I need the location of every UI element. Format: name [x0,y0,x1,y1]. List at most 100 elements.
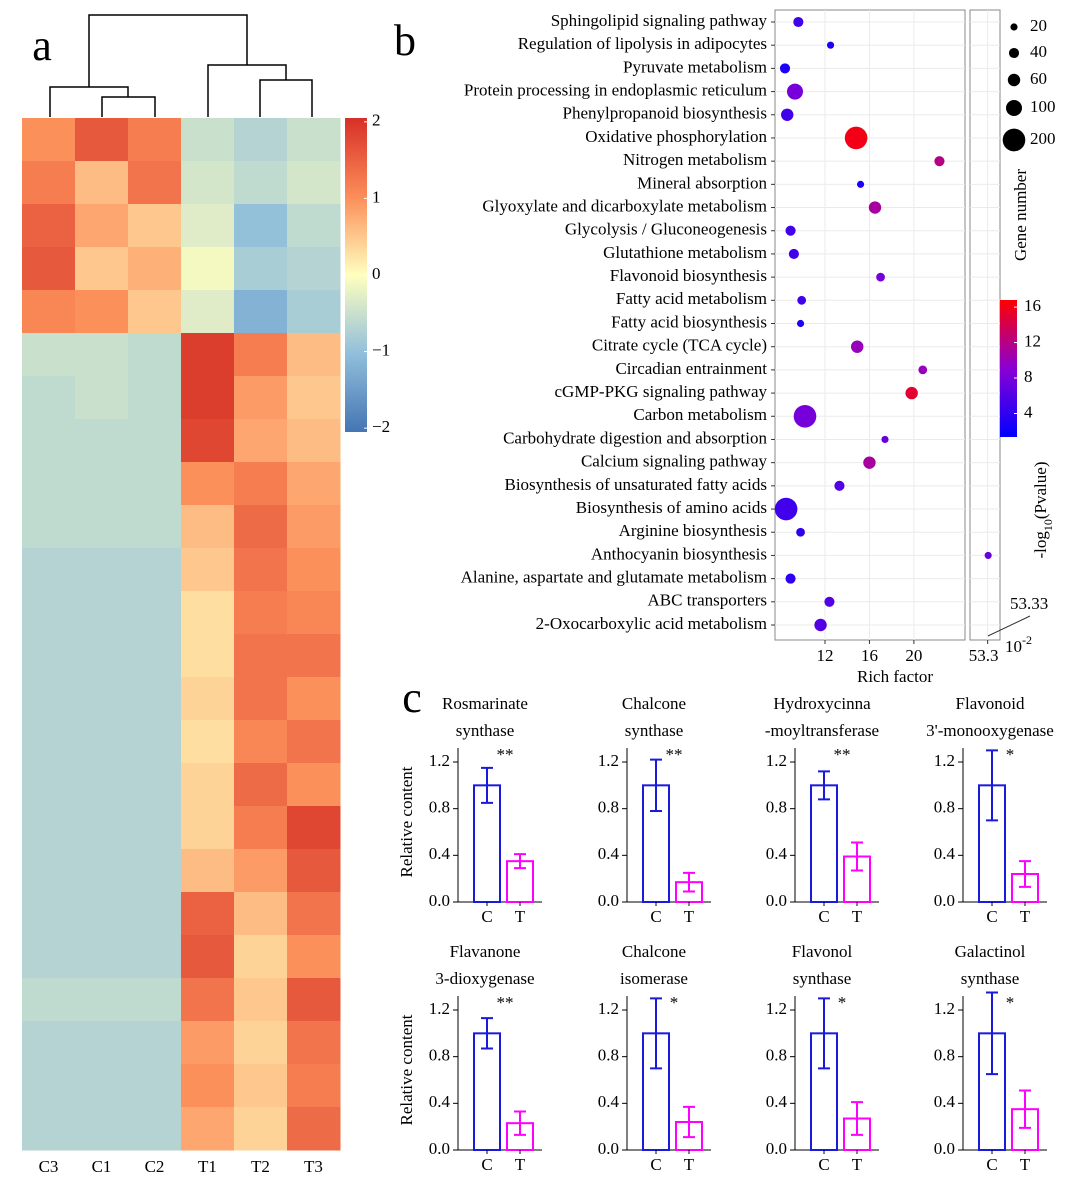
chart-title: Rosmarinate [442,694,528,713]
chart-title: -moyltransferase [765,721,879,740]
x-tick-label: T [515,1155,526,1174]
heatmap-cell [22,204,76,248]
heatmap-cell [75,720,129,764]
heatmap-cell [234,591,288,635]
bubble [787,83,803,100]
y-tick-label: Oxidative phosphorylation [585,127,767,146]
heatmap-cell [75,1107,129,1151]
size-legend-label: 40 [1030,42,1047,61]
y-tick-label: 0.4 [598,1092,620,1111]
heatmap-cell [128,849,182,893]
y-tick-label: 0.8 [766,798,787,817]
heatmap-cell [22,419,76,463]
heatmap-cell [22,505,76,549]
significance: ** [666,745,683,764]
heatmap-cell [234,935,288,979]
y-tick-label: 0.8 [934,1046,955,1065]
heatmap-cell [128,677,182,721]
colorbar-tick-label: 12 [1024,331,1041,350]
significance: ** [497,993,514,1012]
heatmap-cell [22,161,76,205]
heatmap-cell [181,677,235,721]
dendrogram-branch [259,79,313,117]
heatmap-cell [75,290,129,334]
heatmap-cell [181,892,235,936]
heatmap-cell [128,1021,182,1065]
x-tick-label: C [818,1155,829,1174]
heatmap-cell [75,634,129,678]
text-part: (Pvalue) [1031,462,1050,520]
heatmap-cell [22,892,76,936]
y-tick-label: Glycolysis / Gluconeogenesis [565,220,767,239]
error-bar [481,1017,493,1050]
bubble [851,340,864,353]
heatmap-cell [128,935,182,979]
significance: * [1006,745,1015,764]
size-legend-label: 100 [1030,97,1056,116]
heatmap-cell [234,290,288,334]
heatmap-cell [181,1107,235,1151]
chart-title: synthase [793,969,852,988]
heatmap-cell [128,462,182,506]
heatmap-cell [128,247,182,291]
heatmap-cell [234,118,288,162]
chart-title: Hydroxycinna [773,694,871,713]
dendrogram-branch [49,86,129,117]
bubble [793,404,817,428]
panel-label: c [402,673,422,722]
y-tick-label: Protein processing in endoplasmic reticu… [464,80,767,99]
heatmap-cell [128,978,182,1022]
chart-title: synthase [456,721,515,740]
heatmap-cell [287,720,341,764]
heatmap-cell [234,1107,288,1151]
x-tick-label: C [986,1155,997,1174]
y-tick-label: Sphingolipid signaling pathway [551,11,768,30]
y-tick-label: 0.4 [429,844,451,863]
size-legend-label: 20 [1030,16,1047,35]
bubble [797,295,807,305]
y-tick-label: cGMP-PKG signaling pathway [555,382,768,401]
heatmap-cell [234,1021,288,1065]
heatmap-cell [234,204,288,248]
y-tick-label: Anthocyanin biosynthesis [591,544,767,563]
y-tick-label: 1.2 [934,999,955,1018]
y-tick-label: 0.0 [598,1139,619,1158]
heatmap-cell [287,892,341,936]
error-bar [986,749,998,822]
significance: * [838,993,847,1012]
heatmap-cell [234,892,288,936]
chart-title: Flavonoid [956,694,1025,713]
heatmap-cell [22,935,76,979]
heatmap-cell [75,548,129,592]
heatmap-cell [181,978,235,1022]
colorbar-tick-label: −1 [372,340,390,359]
y-tick-label: 0.0 [766,891,787,910]
heatmap-cell [75,806,129,850]
heatmap-cell [22,634,76,678]
heatmap-cell [22,548,76,592]
heatmap-cell [234,1064,288,1108]
heatmap-cell [234,806,288,850]
heatmap-cell [287,849,341,893]
heatmap-cell [181,333,235,377]
x-tick-label: C [986,907,997,926]
colorbar-tick-label: 1 [372,187,381,206]
heatmap-cell [22,806,76,850]
heatmap-cell [287,462,341,506]
heatmap-cell [181,247,235,291]
heatmap-cell [181,1021,235,1065]
heatmap-cell [287,548,341,592]
heatmap-cell [181,806,235,850]
text-part: -2 [1022,633,1032,647]
error-bar [1019,860,1031,888]
y-axis-label: Relative content [397,1014,416,1125]
colorbar [345,118,367,432]
y-tick-label: 0.8 [429,1046,450,1065]
error-bar [986,991,998,1076]
y-tick-label: 1.2 [429,999,450,1018]
y-tick-label: Pyruvate metabolism [623,57,767,76]
y-tick-label: Glyoxylate and dicarboxylate metabolism [482,196,767,215]
bubble [824,596,835,607]
heatmap-cell [234,419,288,463]
